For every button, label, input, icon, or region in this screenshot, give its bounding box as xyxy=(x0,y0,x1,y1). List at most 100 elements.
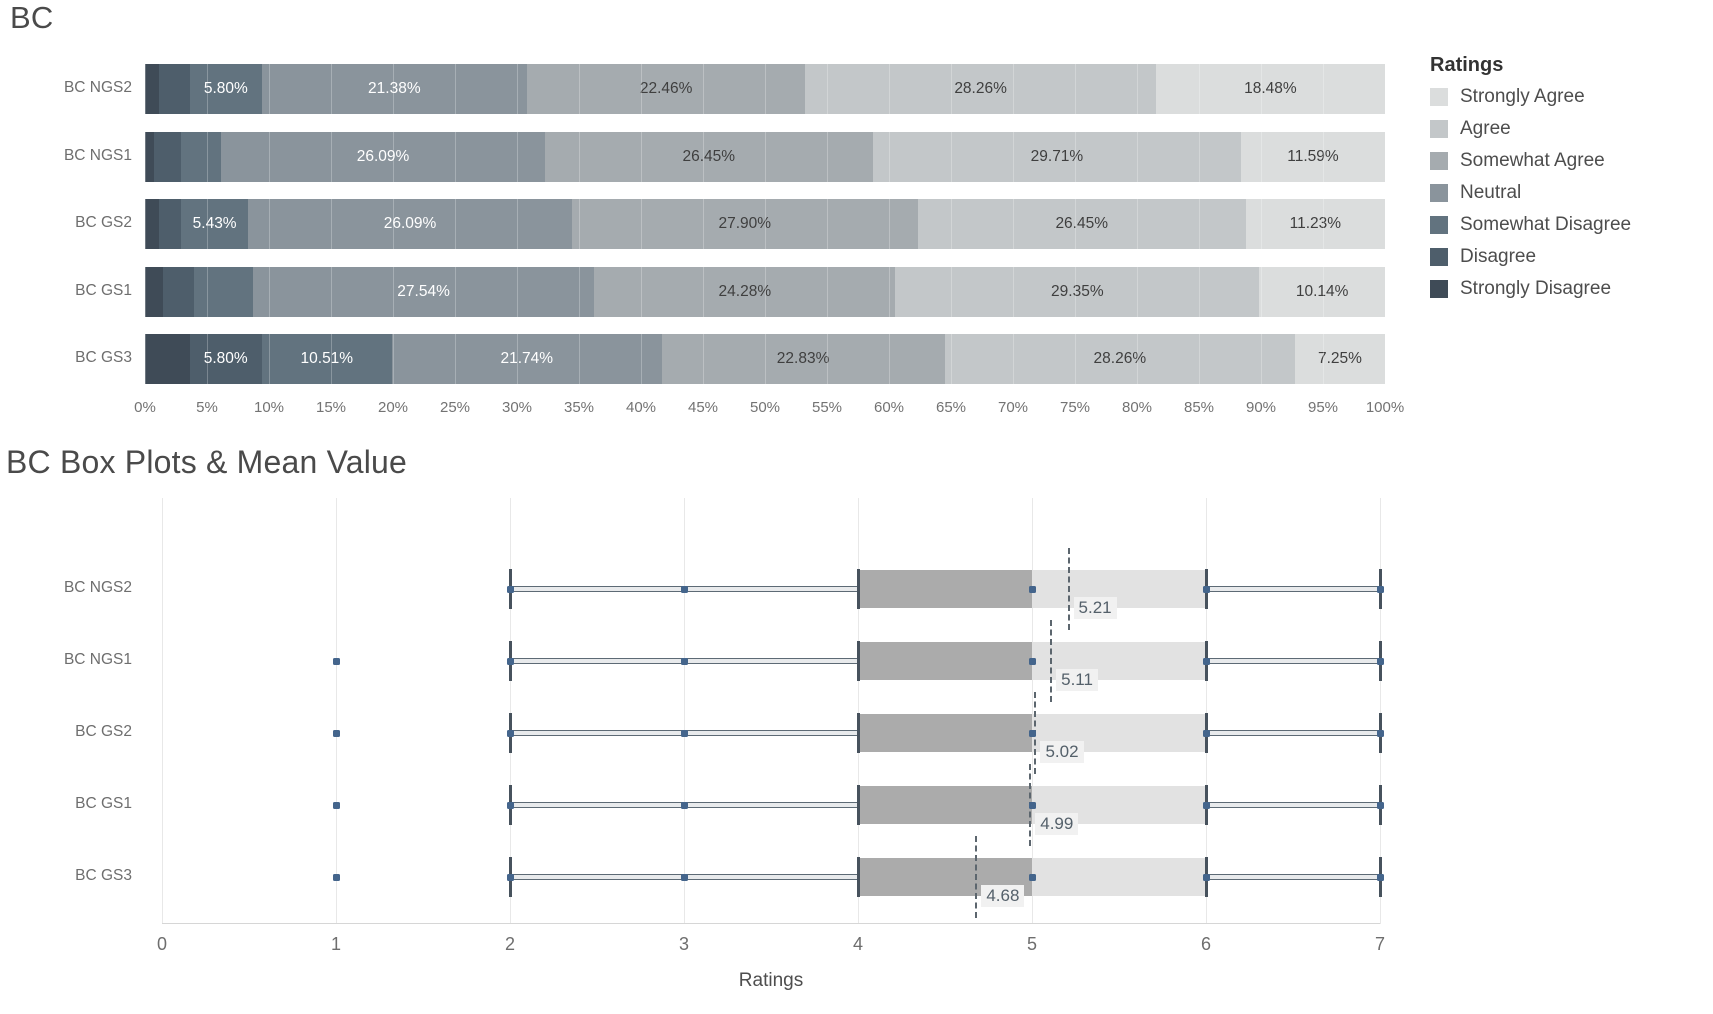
bar-segment-bc-ngs1-strongly-disagree[interactable] xyxy=(145,132,154,182)
box-point-bc-ngs1-6[interactable] xyxy=(1202,657,1210,665)
bar-segment-bc-gs2-disagree[interactable] xyxy=(158,199,181,249)
bar-segment-bc-gs2-strongly-disagree[interactable] xyxy=(145,199,159,249)
box-cap-bc-ngs1-4 xyxy=(856,641,860,681)
bar-segment-bc-ngs2-disagree[interactable] xyxy=(158,64,190,114)
box-point-bc-gs3-5[interactable] xyxy=(1028,873,1036,881)
box-point-bc-ngs2-6[interactable] xyxy=(1202,585,1210,593)
box-point-bc-gs3-7[interactable] xyxy=(1376,873,1384,881)
legend-item-label: Disagree xyxy=(1460,246,1537,267)
stacked-chart-title: BC xyxy=(10,0,54,35)
bar-segment-bc-gs1-neutral[interactable]: 27.54% xyxy=(252,267,595,317)
legend-item-label: Strongly Agree xyxy=(1460,86,1585,107)
legend-item-label: Somewhat Disagree xyxy=(1460,214,1632,235)
stacked-x-tick-35: 35% xyxy=(563,399,595,416)
bar-segment-bc-gs3-strongly-agree[interactable]: 7.25% xyxy=(1295,334,1385,384)
box-point-bc-ngs2-2[interactable] xyxy=(506,585,514,593)
box-point-bc-gs2-6[interactable] xyxy=(1202,729,1210,737)
bar-segment-bc-ngs1-strongly-agree[interactable]: 11.59% xyxy=(1241,132,1385,182)
bar-segment-bc-ngs2-neutral[interactable]: 21.38% xyxy=(261,64,527,114)
bar-segment-bc-gs2-agree[interactable]: 26.45% xyxy=(917,199,1246,249)
bar-segment-bc-gs2-strongly-agree[interactable]: 11.23% xyxy=(1245,199,1385,249)
box-point-bc-ngs2-5[interactable] xyxy=(1028,585,1036,593)
box-mean-label-bc-gs3: 4.68 xyxy=(981,885,1025,907)
bar-segment-bc-gs1-disagree[interactable] xyxy=(162,267,195,317)
box-point-bc-gs1-7[interactable] xyxy=(1376,801,1384,809)
stacked-x-tick-90: 90% xyxy=(1245,399,1277,416)
box-upper-bc-ngs2[interactable] xyxy=(1032,570,1206,608)
box-point-bc-gs2-5[interactable] xyxy=(1028,729,1036,737)
legend-item-strongly-disagree[interactable]: Strongly Disagree xyxy=(1430,278,1700,299)
box-point-bc-ngs1-7[interactable] xyxy=(1376,657,1384,665)
bar-segment-value-label: 11.23% xyxy=(1289,215,1342,232)
bar-segment-bc-gs3-somewhat-disagree[interactable]: 10.51% xyxy=(261,334,392,384)
legend-item-somewhat-agree[interactable]: Somewhat Agree xyxy=(1430,150,1700,171)
bar-segment-bc-ngs1-neutral[interactable]: 26.09% xyxy=(221,132,545,182)
box-point-bc-gs2-3[interactable] xyxy=(680,729,688,737)
stacked-x-tick-20: 20% xyxy=(377,399,409,416)
box-lower-bc-ngs1[interactable] xyxy=(858,642,1032,680)
stacked-x-tick-55: 55% xyxy=(811,399,843,416)
bar-segment-bc-ngs2-agree[interactable]: 28.26% xyxy=(805,64,1156,114)
bar-segment-bc-ngs1-agree[interactable]: 29.71% xyxy=(872,132,1242,182)
legend-item-disagree[interactable]: Disagree xyxy=(1430,246,1700,267)
box-point-bc-ngs1-2[interactable] xyxy=(506,657,514,665)
bar-segment-bc-gs2-neutral[interactable]: 26.09% xyxy=(248,199,572,249)
bar-segment-value-label: 21.74% xyxy=(500,350,554,367)
box-lower-bc-gs1[interactable] xyxy=(858,786,1032,824)
bar-segment-bc-gs3-strongly-disagree[interactable] xyxy=(145,334,190,384)
box-point-bc-gs3-1[interactable] xyxy=(332,873,340,881)
bar-segment-bc-ngs1-somewhat-agree[interactable]: 26.45% xyxy=(544,132,873,182)
bar-segment-bc-ngs2-somewhat-disagree[interactable]: 5.80% xyxy=(189,64,262,114)
bar-segment-bc-gs3-neutral[interactable]: 21.74% xyxy=(391,334,662,384)
box-gridline-6 xyxy=(1205,498,1207,924)
bar-segment-bc-ngs2-strongly-disagree[interactable] xyxy=(145,64,159,114)
box-mean-label-bc-ngs1: 5.11 xyxy=(1056,669,1098,691)
bar-segment-bc-gs1-somewhat-disagree[interactable] xyxy=(194,267,253,317)
box-x-tick-3: 3 xyxy=(678,934,689,954)
legend-item-strongly-agree[interactable]: Strongly Agree xyxy=(1430,86,1700,107)
box-point-bc-gs1-6[interactable] xyxy=(1202,801,1210,809)
box-point-bc-gs2-1[interactable] xyxy=(332,729,340,737)
bar-segment-bc-ngs1-disagree[interactable] xyxy=(153,132,181,182)
box-point-bc-gs1-1[interactable] xyxy=(332,801,340,809)
box-point-bc-gs2-7[interactable] xyxy=(1376,729,1384,737)
box-point-bc-ngs2-7[interactable] xyxy=(1376,585,1384,593)
box-point-bc-gs1-5[interactable] xyxy=(1028,801,1036,809)
box-point-bc-gs1-2[interactable] xyxy=(506,801,514,809)
bar-segment-bc-gs1-strongly-disagree[interactable] xyxy=(145,267,163,317)
box-point-bc-gs3-3[interactable] xyxy=(680,873,688,881)
bar-segment-bc-ngs2-somewhat-agree[interactable]: 22.46% xyxy=(526,64,806,114)
bar-segment-bc-gs3-disagree[interactable]: 5.80% xyxy=(189,334,262,384)
box-point-bc-ngs1-1[interactable] xyxy=(332,657,340,665)
bar-segment-bc-gs3-agree[interactable]: 28.26% xyxy=(944,334,1296,384)
box-lower-bc-ngs2[interactable] xyxy=(858,570,1032,608)
box-upper-bc-gs3[interactable] xyxy=(1032,858,1206,896)
bar-segment-value-label: 21.38% xyxy=(368,80,421,97)
bar-segment-bc-gs2-somewhat-agree[interactable]: 27.90% xyxy=(571,199,918,249)
bar-segment-bc-gs1-strongly-agree[interactable]: 10.14% xyxy=(1259,267,1386,317)
box-point-bc-gs1-3[interactable] xyxy=(680,801,688,809)
box-point-bc-ngs2-3[interactable] xyxy=(680,585,688,593)
box-point-bc-ngs1-3[interactable] xyxy=(680,657,688,665)
bar-segment-value-label: 29.35% xyxy=(1051,283,1104,300)
bar-segment-bc-gs1-agree[interactable]: 29.35% xyxy=(895,267,1260,317)
bar-segment-bc-gs2-somewhat-disagree[interactable]: 5.43% xyxy=(180,199,249,249)
box-point-bc-ngs1-5[interactable] xyxy=(1028,657,1036,665)
legend-item-agree[interactable]: Agree xyxy=(1430,118,1700,139)
bar-segment-bc-gs3-somewhat-agree[interactable]: 22.83% xyxy=(661,334,945,384)
bar-segment-bc-ngs2-strongly-agree[interactable]: 18.48% xyxy=(1155,64,1385,114)
legend-item-somewhat-disagree[interactable]: Somewhat Disagree xyxy=(1430,214,1700,235)
stacked-x-tick-65: 65% xyxy=(935,399,967,416)
box-mean-label-bc-gs2: 5.02 xyxy=(1040,741,1084,763)
row-label-bc-ngs1: BC NGS1 xyxy=(63,651,132,668)
box-point-bc-gs3-6[interactable] xyxy=(1202,873,1210,881)
bar-segment-bc-ngs1-somewhat-disagree[interactable] xyxy=(180,132,222,182)
bar-segment-bc-gs1-somewhat-agree[interactable]: 24.28% xyxy=(594,267,896,317)
box-mean-line-bc-ngs2 xyxy=(1067,548,1070,630)
box-point-bc-gs3-2[interactable] xyxy=(506,873,514,881)
legend-item-neutral[interactable]: Neutral xyxy=(1430,182,1700,203)
box-lower-bc-gs2[interactable] xyxy=(858,714,1032,752)
box-point-bc-gs2-2[interactable] xyxy=(506,729,514,737)
box-plot-area: 5.21 5.11 5.02 4.99 4.68 xyxy=(161,498,1384,924)
